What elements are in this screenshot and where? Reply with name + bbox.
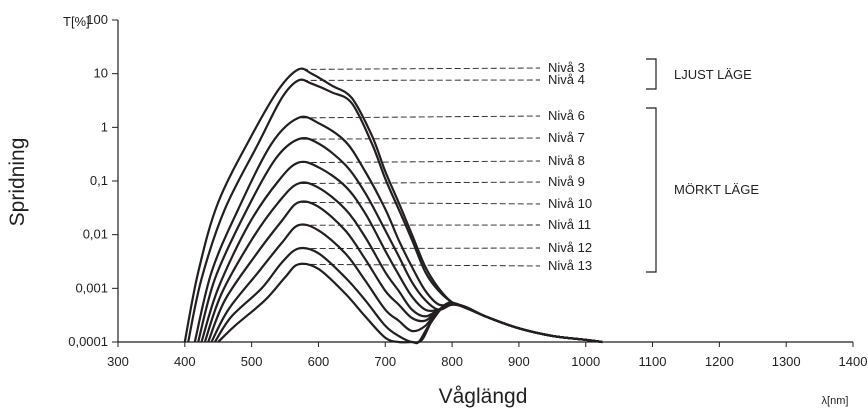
leader-line [301,181,541,184]
x-tick-label: 500 [241,354,263,369]
mode-groups: LJUST LÄGE MÖRKT LÄGE [646,58,759,273]
series-line-nivå-13 [217,262,603,345]
y-tick-label: 0,01 [83,227,108,242]
leader-line [301,263,541,267]
x-tick-label: 600 [308,354,330,369]
y-tick-label: 0,1 [90,173,108,188]
x-tick-label: 1100 [639,354,667,369]
x-unit-label: λ[nm] [822,395,849,407]
x-tick-label: 1400 [839,354,868,369]
level-label: Nivå 7 [548,130,585,145]
y-tick-label: 1 [101,119,108,134]
x-tick-label: 800 [441,354,463,369]
level-label: Nivå 3 [548,60,585,75]
series-line-nivå-8 [200,160,603,344]
level-label: Nivå 12 [548,240,592,255]
leader-line [301,247,541,250]
y-tick-label: 0,0001 [68,334,108,349]
group-label-light: LJUST LÄGE [674,67,752,82]
bracket-light-mode [646,58,657,90]
x-tick-label: 1300 [772,354,801,369]
series-line-nivå-9 [203,181,603,344]
x-tick-label: 1000 [571,354,600,369]
level-label: Nivå 10 [548,196,592,211]
x-tick-label: 700 [374,354,396,369]
curves [183,67,603,345]
group-label-dark: MÖRKT LÄGE [674,182,759,197]
x-tick-label: 900 [508,354,530,369]
y-tick-label: 0,001 [75,280,108,295]
level-label: Nivå 4 [548,72,585,87]
leader-lines [301,67,541,267]
leader-line [301,160,541,164]
x-tick-label: 400 [174,354,196,369]
y-tick-label: 100 [86,12,108,27]
level-label: Nivå 6 [548,108,585,123]
series-line-nivå-11 [210,223,603,344]
x-tick-label: 1200 [705,354,734,369]
y-axis-title: Spridning [6,138,29,227]
y-tick-label: 10 [94,66,108,81]
axes: 0,0001 0,001 0,01 0,1 1 10 100 300 400 500 600 700 8… [68,12,867,369]
x-tick-label: 300 [107,354,129,369]
leader-line [301,67,541,70]
y-unit-label: T[%] [63,14,90,29]
x-axis-title: Våglängd [439,385,528,408]
leader-line [301,201,541,205]
bracket-dark-mode [646,107,657,273]
level-label: Nivå 8 [548,153,585,168]
level-label: Nivå 13 [548,258,592,273]
level-label: Nivå 11 [548,217,591,232]
leader-line [301,115,541,119]
level-label: Nivå 9 [548,174,585,189]
leader-line [301,137,541,140]
